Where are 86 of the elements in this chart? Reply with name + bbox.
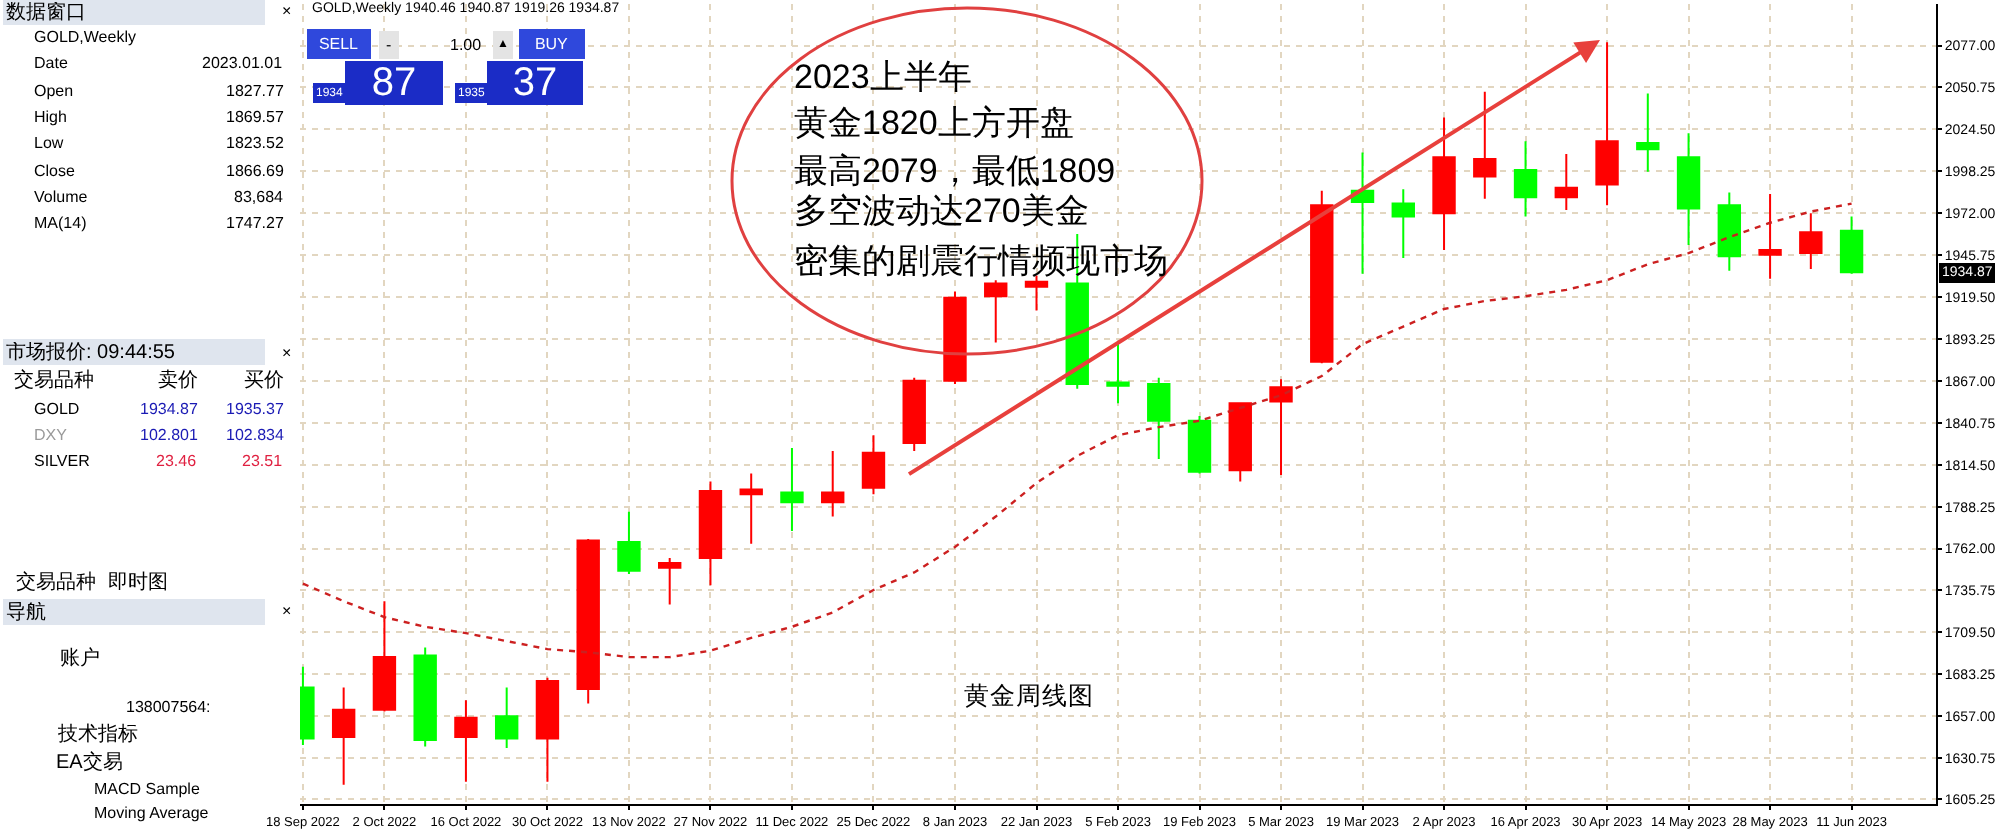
text: 1747.27 xyxy=(226,214,285,232)
candlestick xyxy=(1350,151,1375,275)
candlestick xyxy=(1391,188,1415,259)
text: 102.834 xyxy=(226,426,285,444)
text: Low xyxy=(34,134,64,152)
candlestick xyxy=(1636,92,1660,173)
annotation: - xyxy=(386,36,392,54)
text: High xyxy=(34,108,67,126)
candlestick xyxy=(739,472,763,545)
candlestick xyxy=(1839,215,1864,275)
candlestick xyxy=(861,434,886,496)
text: 交易品种 xyxy=(16,570,96,594)
text: 交易品种 xyxy=(14,368,94,392)
candlestick xyxy=(1554,153,1578,211)
text: GOLD,Weekly xyxy=(34,28,136,46)
annotation: SELL xyxy=(318,35,360,53)
candlestick xyxy=(535,676,560,783)
text: 2023.01.01 xyxy=(202,54,284,72)
text: 1866.69 xyxy=(226,162,285,180)
candlestick xyxy=(1432,116,1456,251)
candlestick xyxy=(617,510,641,576)
text: MACD Sample xyxy=(94,780,201,798)
text: 102.801 xyxy=(140,426,199,444)
candlestick xyxy=(1676,132,1701,247)
candlestick xyxy=(1147,376,1171,461)
candlestick xyxy=(1595,41,1619,207)
text: SILVER xyxy=(34,452,91,470)
annotation: 2023上半年 xyxy=(794,58,972,96)
text: × xyxy=(282,344,292,362)
text: MA(14) xyxy=(34,214,88,232)
text: Date xyxy=(34,54,69,72)
candlestick xyxy=(1799,212,1823,271)
candlestick xyxy=(1228,402,1252,483)
text: 即时图 xyxy=(108,570,168,594)
text: 1869.57 xyxy=(226,108,285,126)
text: 买价 xyxy=(244,368,284,392)
text: Close xyxy=(34,162,77,180)
text: DXY xyxy=(34,426,69,444)
candlestick xyxy=(821,450,845,518)
candlestick xyxy=(943,290,967,386)
annotation: 37 xyxy=(512,61,558,105)
candlestick xyxy=(1513,140,1538,218)
text: 83,684 xyxy=(234,188,285,206)
candlestick xyxy=(1187,414,1212,475)
candlestick xyxy=(1473,90,1497,200)
annotation: 多空波动达270美金 xyxy=(794,192,1089,230)
text: 138007564: xyxy=(126,698,211,716)
candlestick xyxy=(1310,189,1334,365)
text: 1934.87 xyxy=(140,400,199,418)
annotation: 最高2079，最低1809 xyxy=(794,152,1116,190)
text: Moving Average xyxy=(94,804,210,822)
annotation: 87 xyxy=(371,61,417,105)
candlestick xyxy=(1758,193,1782,280)
candlestick xyxy=(698,480,723,587)
text: GOLD xyxy=(34,400,80,418)
candlestick xyxy=(1269,378,1293,477)
text: 技术指标 xyxy=(56,722,138,746)
text: 1823.52 xyxy=(226,134,285,152)
candlestick xyxy=(780,446,804,532)
candlestick xyxy=(1024,274,1049,312)
text: 23.51 xyxy=(242,452,284,470)
candlestick xyxy=(494,686,519,750)
candlestick xyxy=(454,699,478,783)
candlestick xyxy=(1106,343,1130,405)
annotation: 黄金周线图 xyxy=(964,682,1094,710)
candlestick xyxy=(1717,191,1742,272)
text: × xyxy=(282,2,292,20)
annotation: BUY xyxy=(534,35,570,53)
candlestick xyxy=(413,646,437,748)
text: 23.46 xyxy=(156,452,198,470)
candlestick xyxy=(902,376,926,453)
candlestick xyxy=(984,279,1008,344)
candlestick xyxy=(372,600,397,713)
text: × xyxy=(282,602,292,620)
text: 卖价 xyxy=(158,368,198,392)
text: Volume xyxy=(34,188,89,206)
text: EA交易 xyxy=(56,750,123,774)
annotation: 黄金1820上方开盘 xyxy=(794,104,1074,142)
candlestick xyxy=(331,686,356,786)
candlestick xyxy=(576,537,600,705)
text: 1827.77 xyxy=(226,82,285,100)
text: Open xyxy=(34,82,74,100)
annotation: 1.00 xyxy=(450,36,483,54)
text: 账户 xyxy=(60,646,100,670)
candlestick xyxy=(658,557,682,606)
text: 1935.37 xyxy=(226,400,285,418)
